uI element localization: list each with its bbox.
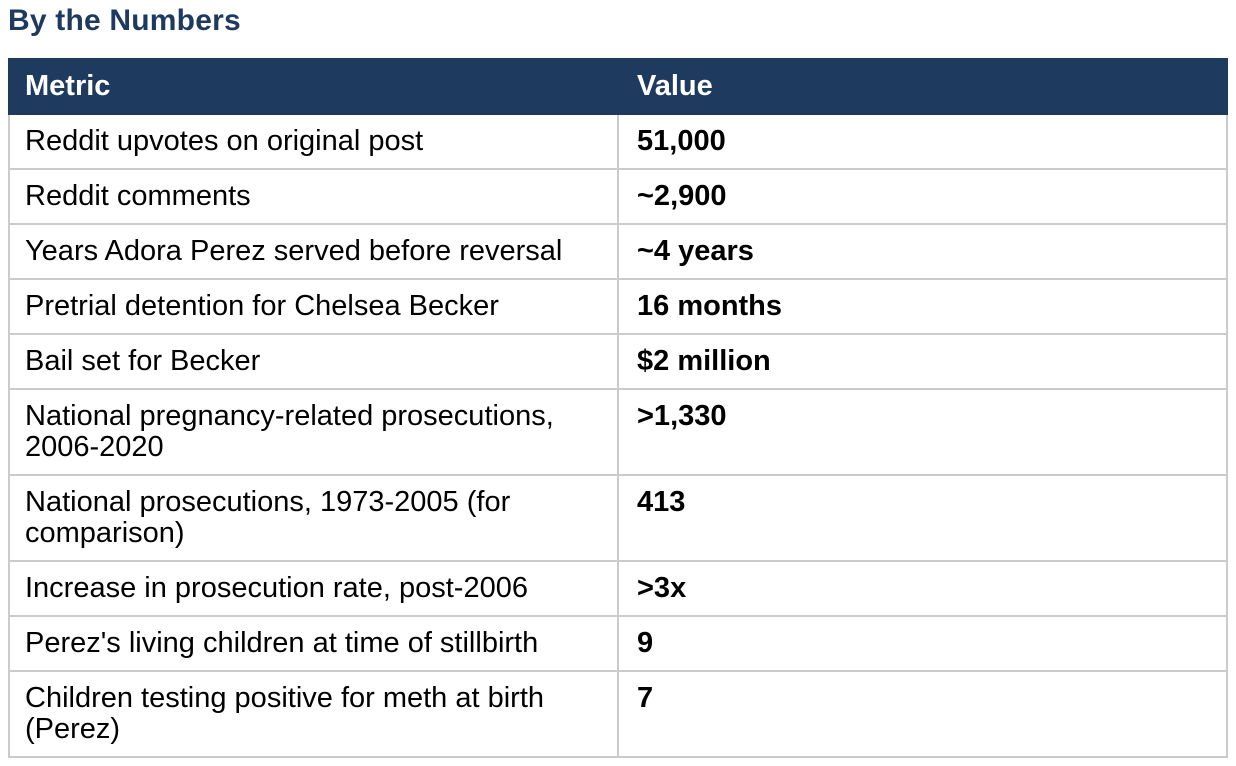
value-cell: >3x xyxy=(617,560,1228,617)
value-cell: ~2,900 xyxy=(617,168,1228,225)
metric-cell: National pregnancy-related prosecutions,… xyxy=(8,388,619,476)
value-cell: ~4 years xyxy=(617,223,1228,280)
value-cell: 9 xyxy=(617,615,1228,672)
table-row: Reddit comments ~2,900 xyxy=(8,168,1228,225)
table-row: Children testing positive for meth at bi… xyxy=(8,670,1228,758)
value-cell: $2 million xyxy=(617,333,1228,390)
table-row: Bail set for Becker $2 million xyxy=(8,333,1228,390)
value-cell: 7 xyxy=(617,670,1228,758)
value-cell: >1,330 xyxy=(617,388,1228,476)
value-cell: 51,000 xyxy=(617,113,1228,170)
table-header-row: Metric Value xyxy=(8,58,1228,115)
metric-cell: Perez's living children at time of still… xyxy=(8,615,619,672)
metric-cell: Pretrial detention for Chelsea Becker xyxy=(8,278,619,335)
by-the-numbers-table: Metric Value Reddit upvotes on original … xyxy=(8,58,1228,758)
table-row: Years Adora Perez served before reversal… xyxy=(8,223,1228,280)
metric-cell: Reddit comments xyxy=(8,168,619,225)
metric-cell: Increase in prosecution rate, post-2006 xyxy=(8,560,619,617)
metric-cell: Children testing positive for meth at bi… xyxy=(8,670,619,758)
column-header-value: Value xyxy=(617,58,1228,115)
column-header-metric: Metric xyxy=(8,58,619,115)
table-row: Reddit upvotes on original post 51,000 xyxy=(8,113,1228,170)
metric-cell: National prosecutions, 1973-2005 (for co… xyxy=(8,474,619,562)
value-cell: 16 months xyxy=(617,278,1228,335)
page-title: By the Numbers xyxy=(8,4,241,37)
metric-cell: Years Adora Perez served before reversal xyxy=(8,223,619,280)
metric-cell: Reddit upvotes on original post xyxy=(8,113,619,170)
metric-cell: Bail set for Becker xyxy=(8,333,619,390)
table-row: Increase in prosecution rate, post-2006 … xyxy=(8,560,1228,617)
table-row: Pretrial detention for Chelsea Becker 16… xyxy=(8,278,1228,335)
table-row: National prosecutions, 1973-2005 (for co… xyxy=(8,474,1228,562)
table-row: Perez's living children at time of still… xyxy=(8,615,1228,672)
table-row: National pregnancy-related prosecutions,… xyxy=(8,388,1228,476)
value-cell: 413 xyxy=(617,474,1228,562)
